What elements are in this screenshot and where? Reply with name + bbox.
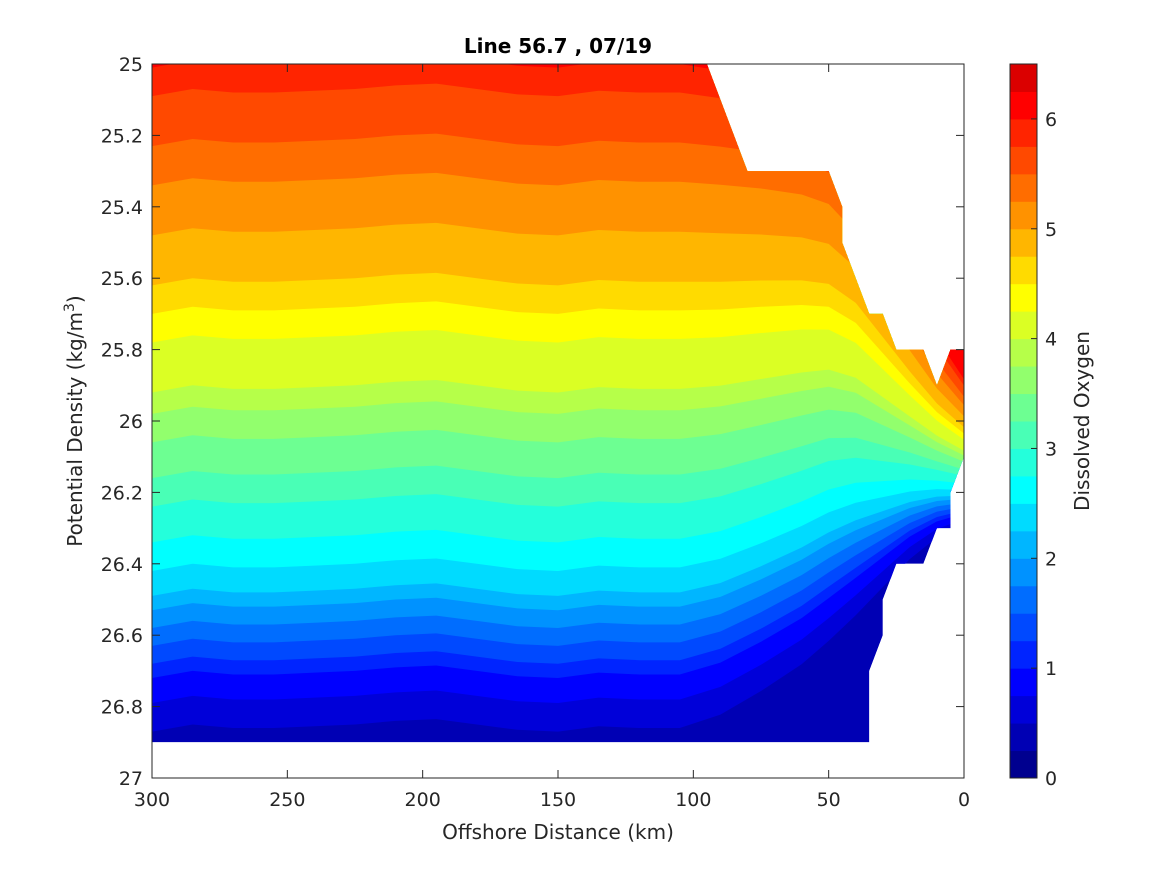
- colorbar-tick-label: 4: [1045, 329, 1057, 351]
- colorbar-swatch: [1010, 173, 1037, 202]
- colorbar-swatch: [1010, 448, 1037, 477]
- y-tick-label: 25.4: [101, 197, 143, 219]
- y-tick-label: 26.6: [101, 625, 143, 647]
- colorbar-box: [1009, 63, 1038, 779]
- colorbar-swatch: [1010, 695, 1037, 724]
- y-axis-label-close: ): [63, 295, 87, 303]
- colorbar-swatch: [1010, 750, 1037, 779]
- colorbar-swatch: [1010, 558, 1037, 587]
- colorbar-tick-label: 3: [1045, 438, 1057, 460]
- colorbar-swatch: [1010, 503, 1037, 532]
- colorbar-swatch: [1010, 723, 1037, 752]
- x-tick-label: 300: [134, 789, 170, 811]
- colorbar-swatch: [1010, 585, 1037, 614]
- colorbar-swatch: [1010, 366, 1037, 395]
- colorbar-label: Dissolved Oxygen: [1070, 331, 1094, 511]
- colorbar-swatch: [1010, 118, 1037, 147]
- colorbar-tick-label: 5: [1045, 219, 1057, 241]
- colorbar-tick-label: 1: [1045, 658, 1057, 680]
- colorbar-swatch: [1010, 613, 1037, 642]
- x-tick-label: 250: [269, 789, 305, 811]
- colorbar-tick-label: 2: [1045, 548, 1057, 570]
- colorbar-ticks: 0 1 2 3 4 5 6: [1031, 109, 1057, 790]
- y-tick-label: 27: [119, 768, 143, 790]
- colorbar-swatch: [1010, 64, 1037, 92]
- y-tick-label: 26.4: [101, 554, 143, 576]
- colorbar-swatch: [1010, 668, 1037, 697]
- colorbar-swatch: [1010, 91, 1037, 120]
- y-tick-label: 25.8: [101, 340, 143, 362]
- colorbar-swatch: [1010, 256, 1037, 285]
- colorbar-swatch: [1010, 228, 1037, 257]
- colorbar-swatch: [1010, 421, 1037, 449]
- y-axis: 25 25.2 25.4 25.6 25.8 26 26.2 26.4 26.6 26.8 27: [101, 54, 964, 790]
- y-axis-label: Potential Density (kg/m3): [62, 295, 87, 546]
- y-tick-label: 25.2: [101, 125, 143, 147]
- colorbar-swatch: [1010, 338, 1037, 367]
- colorbar: [1010, 64, 1037, 779]
- y-tick-label: 25.6: [101, 268, 143, 290]
- x-tick-label: 150: [540, 789, 576, 811]
- colorbar-tick-label: 6: [1045, 109, 1057, 131]
- colorbar-swatch: [1010, 640, 1037, 669]
- x-tick-label: 0: [958, 789, 970, 811]
- contour-fill-layer: [152, 64, 964, 743]
- x-tick-label: 50: [817, 789, 841, 811]
- plot-title: Line 56.7 , 07/19: [464, 34, 652, 58]
- colorbar-swatch: [1010, 283, 1037, 312]
- colorbar-tick-label: 0: [1045, 768, 1057, 790]
- x-axis-label: Offshore Distance (km): [442, 820, 674, 844]
- colorbar-swatch: [1010, 530, 1037, 559]
- x-tick-label: 100: [675, 789, 711, 811]
- y-axis-label-main: Potential Density (kg/m: [63, 312, 87, 547]
- contour-bands: [152, 64, 964, 743]
- y-tick-label: 26.8: [101, 697, 143, 719]
- y-tick-label: 25: [119, 54, 143, 76]
- y-tick-label: 26.2: [101, 482, 143, 504]
- colorbar-swatch: [1010, 201, 1037, 230]
- y-tick-label: 26: [119, 411, 143, 433]
- colorbar-swatch: [1010, 311, 1037, 340]
- y-axis-label-superscript: 3: [62, 303, 78, 312]
- x-axis: 300 250 200 150 100 50 0: [134, 64, 970, 811]
- x-tick-label: 200: [405, 789, 441, 811]
- colorbar-swatch: [1010, 393, 1037, 422]
- colorbar-swatch: [1010, 475, 1037, 504]
- colorbar-swatch: [1010, 146, 1037, 175]
